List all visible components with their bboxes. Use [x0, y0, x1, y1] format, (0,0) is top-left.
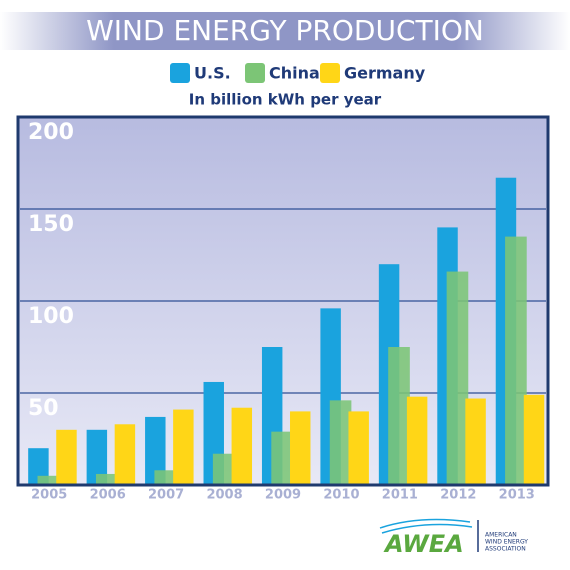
- legend-swatch: [245, 63, 265, 83]
- legend-label: Germany: [344, 64, 426, 83]
- bar: [86, 429, 108, 485]
- x-tick-label: 2008: [206, 488, 242, 503]
- bar: [271, 431, 293, 485]
- bar: [290, 411, 311, 485]
- legend-swatch: [170, 63, 190, 83]
- subtitle: In billion kWh per year: [189, 91, 382, 109]
- bar: [37, 475, 60, 485]
- y-tick-label: 50: [28, 396, 59, 421]
- bar: [114, 424, 136, 485]
- bar: [523, 394, 545, 485]
- bar: [212, 453, 235, 485]
- legend-label: China: [269, 64, 320, 83]
- bar: [173, 409, 194, 485]
- x-tick-label: 2007: [148, 488, 184, 503]
- bar: [154, 470, 177, 485]
- chart-title: WIND ENERGY PRODUCTION: [86, 14, 484, 47]
- plot-frame: [16, 115, 550, 487]
- logo-waves: [379, 518, 473, 534]
- x-tick-label: 2006: [90, 488, 126, 503]
- logo-tagline: ASSOCIATION: [485, 546, 526, 553]
- bar: [465, 398, 486, 485]
- x-tick-label: 2005: [31, 488, 67, 503]
- x-tick-label: 2010: [323, 488, 359, 503]
- x-tick-label: 2012: [440, 488, 476, 503]
- legend-swatch: [320, 63, 340, 83]
- bar: [446, 271, 469, 485]
- bar: [406, 396, 428, 485]
- y-tick-label: 150: [28, 212, 74, 237]
- bar: [231, 407, 253, 485]
- x-tick-label: 2009: [265, 488, 301, 503]
- y-tick-label: 100: [28, 304, 74, 329]
- bar: [145, 416, 166, 485]
- logo: AWEA: [379, 518, 479, 558]
- bar: [56, 429, 77, 485]
- bar: [348, 411, 369, 485]
- logo-name: AWEA: [383, 530, 464, 558]
- y-tick-label: 200: [28, 120, 74, 145]
- bar: [95, 473, 118, 485]
- bar: [388, 347, 410, 485]
- logo-tagline: AMERICAN: [485, 532, 517, 539]
- logo-tagline: WIND ENERGY: [485, 539, 528, 546]
- bar: [329, 400, 352, 485]
- x-tick-label: 2013: [499, 488, 535, 503]
- bar: [505, 236, 527, 485]
- x-tick-label: 2011: [382, 488, 418, 503]
- title-banner: [0, 12, 570, 50]
- legend-label: U.S.: [194, 64, 231, 83]
